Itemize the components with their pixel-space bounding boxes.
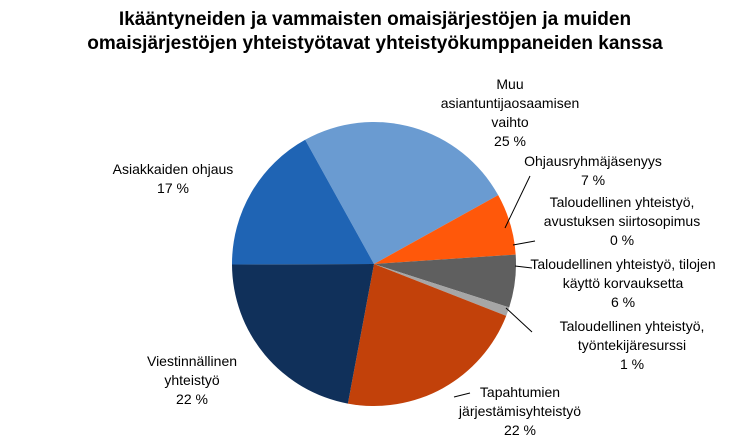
chart-title: Ikääntyneiden ja vammaisten omaisjärjest… — [87, 9, 663, 54]
pie-slice — [374, 254, 516, 308]
slice-label: Viestinnällinen yhteistyö 22 % — [132, 352, 252, 409]
pie-slice — [305, 122, 499, 264]
slice-name: Taloudellinen yhteistyö, työntekijäresur… — [559, 318, 705, 353]
leader-line — [453, 392, 471, 398]
slice-name: Tapahtumien järjestämisyhteistyö — [458, 384, 582, 419]
slice-name: Asiakkaiden ohjaus — [112, 161, 234, 177]
slice-label: Asiakkaiden ohjaus 17 % — [93, 160, 253, 198]
slice-label: Muu asiantuntijaosaamisen vaihto 25 % — [428, 75, 593, 151]
slice-name: Viestinnällinen yhteistyö — [146, 353, 238, 388]
slice-label: Taloudellinen yhteistyö, tilojen käyttö … — [516, 255, 731, 312]
slice-label: Tapahtumien järjestämisyhteistyö 22 % — [440, 383, 600, 436]
slice-value: 0 % — [609, 232, 635, 248]
slice-value: 22 % — [176, 391, 208, 407]
leader-line — [514, 265, 533, 269]
slice-label: Taloudellinen yhteistyö, työntekijäresur… — [532, 317, 732, 374]
pie-slice — [232, 264, 374, 404]
slice-value: 6 % — [610, 294, 636, 310]
leader-line — [512, 240, 536, 246]
slice-value: 25 % — [494, 133, 526, 149]
slice-value: 7 % — [580, 172, 606, 188]
pie-slice — [374, 195, 516, 264]
slice-name: Taloudellinen yhteistyö, tilojen käyttö … — [530, 256, 716, 291]
pie-slice — [347, 264, 507, 406]
leader-line — [504, 175, 531, 229]
slice-label: Ohjausryhmäjäsenyys 7 % — [503, 152, 683, 190]
slice-name: Ohjausryhmäjäsenyys — [524, 153, 662, 169]
pie-slice — [374, 264, 510, 316]
slice-value: 1 % — [619, 356, 645, 372]
slice-name: Taloudellinen yhteistyö, avustuksen siir… — [543, 194, 701, 229]
slice-name: Muu asiantuntijaosaamisen vaihto — [440, 76, 580, 130]
slice-value: 17 % — [157, 180, 189, 196]
slice-label: Taloudellinen yhteistyö, avustuksen siir… — [537, 193, 707, 250]
leader-line — [505, 307, 533, 333]
slice-value: 22 % — [504, 422, 536, 436]
pie-slice — [232, 139, 374, 265]
